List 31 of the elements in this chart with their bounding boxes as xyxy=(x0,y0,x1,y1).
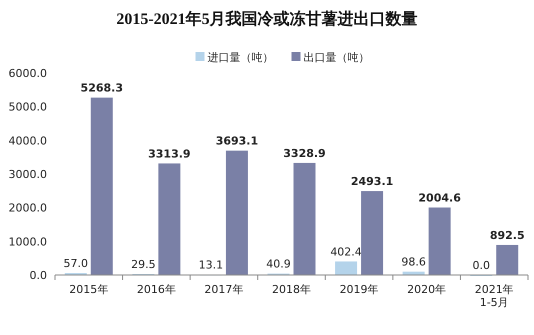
data-label: 892.5 xyxy=(490,228,525,242)
legend-label: 出口量（吨） xyxy=(304,51,370,64)
data-label: 29.5 xyxy=(131,258,156,272)
data-label: 3313.9 xyxy=(148,147,191,160)
x-tick-label: 2018年 xyxy=(271,283,312,296)
data-label: 2493.1 xyxy=(350,175,394,188)
y-tick-label: 0.0 xyxy=(30,269,47,282)
data-label: 13.1 xyxy=(198,258,224,272)
data-label: 0.0 xyxy=(472,259,490,272)
x-tick-label: 2016年 xyxy=(136,283,177,296)
x-tick-label: 2017年 xyxy=(203,283,244,296)
y-tick-label: 3000.0 xyxy=(8,168,47,181)
x-tick-label: 2021年1-5月 xyxy=(474,283,515,309)
legend-label: 进口量（吨） xyxy=(208,51,274,64)
data-label: 2004.6 xyxy=(418,192,462,205)
y-tick-label: 5000.0 xyxy=(8,100,47,114)
data-label: 5268.3 xyxy=(80,82,124,95)
x-tick-label: 2020年 xyxy=(406,283,448,296)
y-tick-label: 4000.0 xyxy=(8,134,47,148)
chart-title: 2015-2021年5月我国冷或冻甘薯进出口数量 xyxy=(116,10,418,28)
data-label: 402.4 xyxy=(330,245,362,258)
data-label: 3328.9 xyxy=(283,146,326,160)
data-label: 57.0 xyxy=(64,257,88,270)
y-tick-label: 1000.0 xyxy=(8,235,47,248)
data-label: 40.9 xyxy=(266,258,291,271)
y-tick-label: 2000.0 xyxy=(8,202,47,215)
x-tick-label: 2019年 xyxy=(338,283,380,296)
x-tick-label: 2015年 xyxy=(68,283,110,296)
data-label: 98.6 xyxy=(401,256,426,269)
data-label: 3693.1 xyxy=(216,134,258,148)
y-tick-label: 6000.0 xyxy=(8,67,47,80)
